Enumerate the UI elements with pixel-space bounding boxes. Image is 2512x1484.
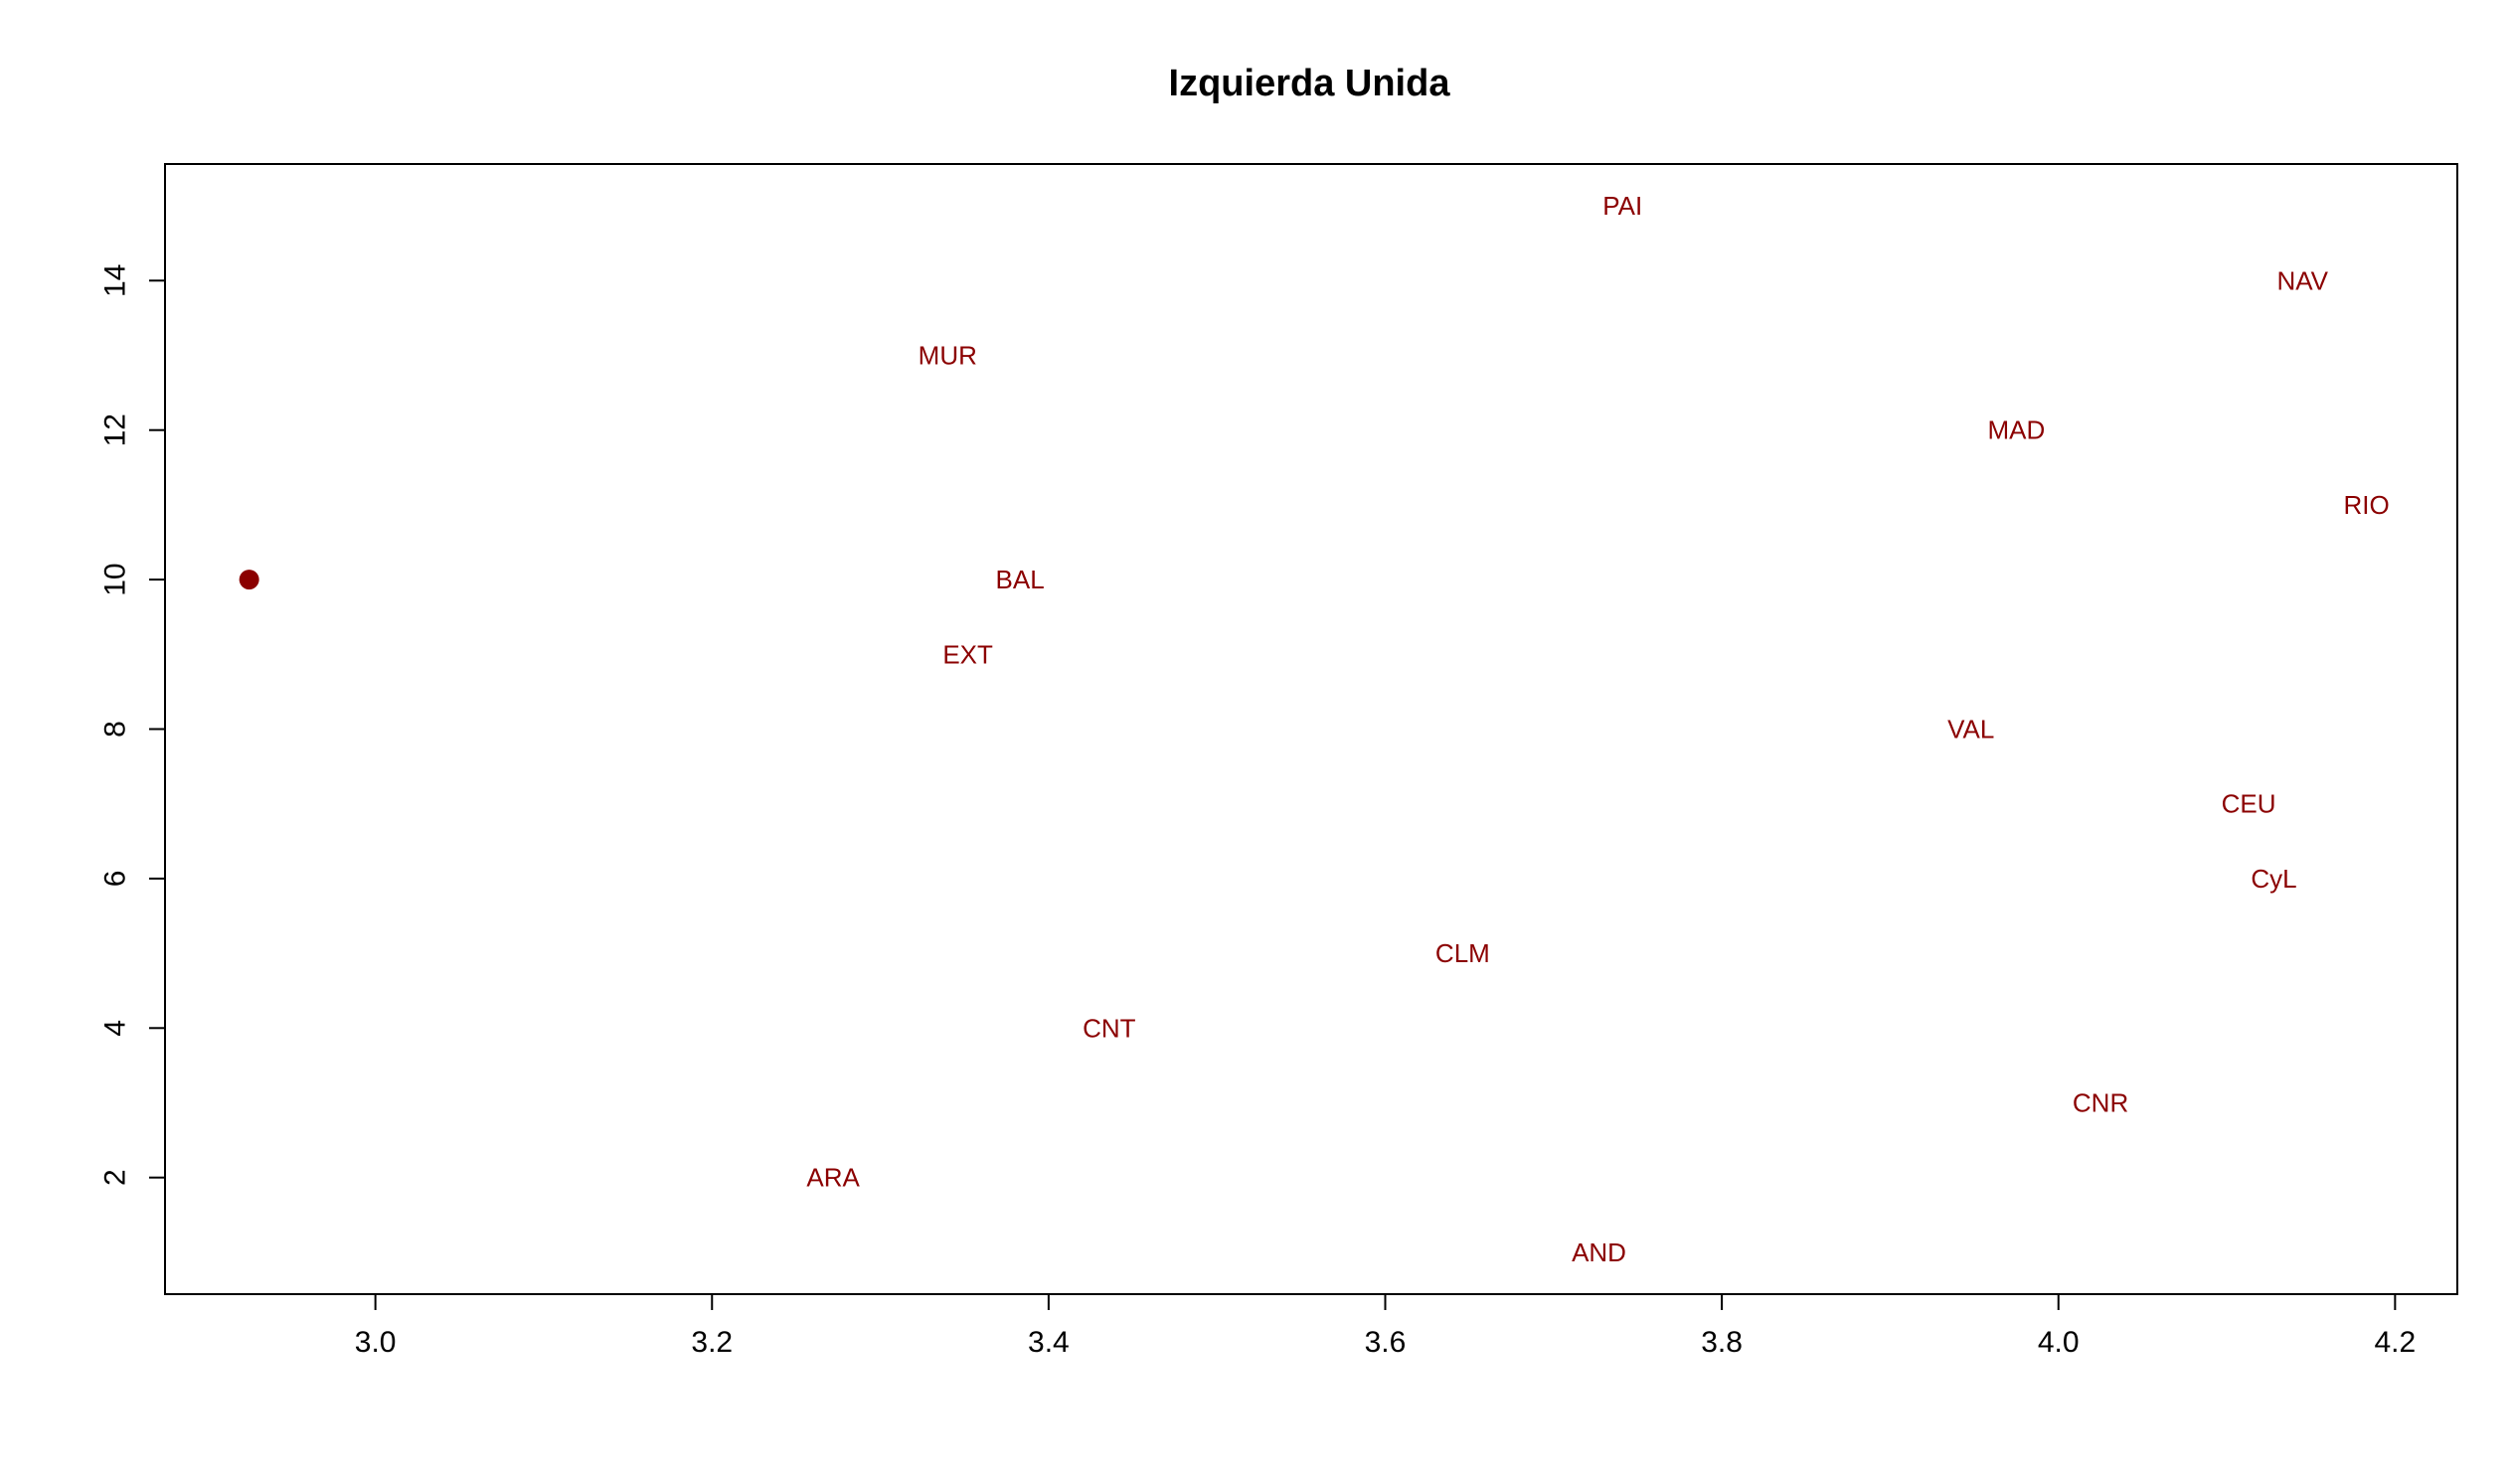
y-axis: 2 4 6 8 10 12 14	[99, 264, 166, 1186]
point-label-rio: RIO	[2343, 490, 2389, 520]
point-label-bal: BAL	[996, 565, 1045, 594]
data-points: AND ARA CNR CNT CLM CyL CEU VAL EXT BAL RIO MAD MUR N…	[240, 191, 2390, 1267]
point-label-clm: CLM	[1435, 938, 1490, 968]
point-label-cnr: CNR	[2073, 1087, 2128, 1117]
y-tick-label: 14	[99, 264, 132, 297]
point-label-cyl: CyL	[2251, 864, 2296, 894]
y-tick-label: 12	[99, 413, 132, 446]
chart-title: Izquierda Unida	[1169, 63, 1451, 104]
x-tick-label: 4.2	[2374, 1326, 2416, 1359]
x-tick-label: 3.4	[1028, 1326, 1070, 1359]
y-tick-label: 6	[99, 871, 132, 888]
y-tick-label: 10	[99, 563, 132, 595]
point-label-ext: EXT	[942, 639, 993, 669]
y-tick-label: 2	[99, 1169, 132, 1186]
x-tick-label: 3.0	[355, 1326, 397, 1359]
point-label-cnt: CNT	[1083, 1013, 1136, 1043]
x-tick-label: 3.8	[1701, 1326, 1743, 1359]
point-label-nav: NAV	[2276, 265, 2328, 295]
data-point-marker	[240, 570, 259, 589]
x-tick-label: 3.2	[691, 1326, 733, 1359]
point-label-val: VAL	[1947, 715, 1994, 744]
x-axis: 3.0 3.2 3.4 3.6 3.8 4.0 4.2	[355, 1294, 2416, 1359]
point-label-mur: MUR	[919, 341, 977, 371]
plot-frame	[165, 164, 2457, 1294]
y-tick-label: 4	[99, 1020, 132, 1037]
point-label-ara: ARA	[806, 1163, 860, 1193]
point-label-pai: PAI	[1602, 191, 1642, 221]
point-label-and: AND	[1572, 1237, 1626, 1267]
x-tick-label: 4.0	[2038, 1326, 2080, 1359]
point-label-mad: MAD	[1988, 415, 2046, 445]
point-label-ceu: CEU	[2222, 789, 2276, 819]
x-tick-label: 3.6	[1365, 1326, 1407, 1359]
y-tick-label: 8	[99, 721, 132, 738]
